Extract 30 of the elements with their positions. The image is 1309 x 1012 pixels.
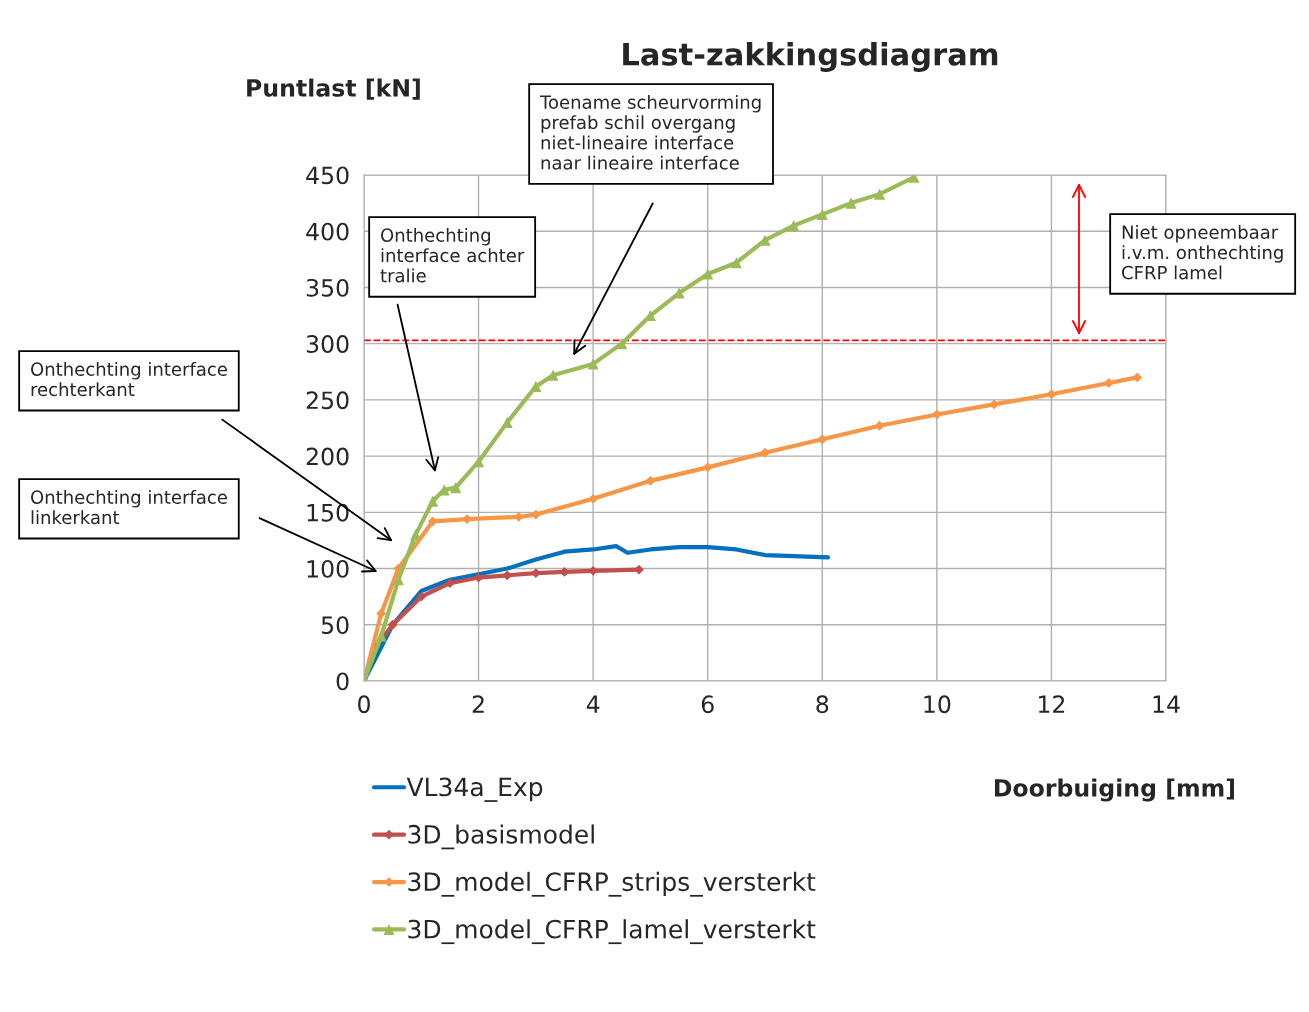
text: Onthechting interface linkerkant: [31, 490, 227, 525]
y-tick-label: 350: [306, 278, 349, 297]
text: Onthechting interface rechterkant: [31, 362, 227, 397]
y-tick-label: 50: [321, 616, 349, 635]
x-tick-label: 14: [1153, 695, 1180, 713]
y-tick-label: 150: [307, 503, 349, 522]
annotation: Niet opneembaar i.v.m. onthechting CFRP lamel: [1122, 225, 1283, 280]
legend-label: 3D_basismodel: [408, 824, 594, 850]
y-tick-label: 400: [306, 222, 349, 241]
legend-label: 3D_model_CFRP_lamel_versterkt: [408, 919, 816, 945]
x-tick-label: 12: [1039, 695, 1065, 713]
x-tick-label: 0: [358, 695, 370, 714]
x-tick-label: 6: [701, 695, 714, 714]
y-tick-label: 0: [336, 672, 349, 691]
x-tick-label: 2: [472, 695, 484, 713]
legend-label: 3D_model_CFRP_strips_versterkt: [408, 871, 816, 897]
x-tick-label: 8: [816, 695, 829, 714]
legend-label: VL34a_Exp: [406, 777, 543, 802]
x-tick-label: 4: [586, 695, 600, 713]
y-tick-label: 450: [306, 166, 349, 185]
y-tick-label: 100: [307, 560, 349, 578]
y-axis-title: Puntlast [kN]: [247, 78, 420, 100]
y-tick-label: 200: [306, 447, 349, 466]
chart-title: Last-zakkingsdiagram: [623, 42, 998, 72]
y-tick-label: 250: [306, 391, 349, 410]
text: Toename scheurvorming prefab schil overgang niet-lineaire interface naar lineaire interface: [539, 95, 761, 170]
x-tick-label: 10: [924, 695, 951, 714]
annotation: Onthechting interface achter tralie: [380, 228, 525, 283]
y-tick-label: 300: [306, 335, 349, 353]
x-axis-title: Doorbuiging [mm]: [994, 778, 1234, 802]
